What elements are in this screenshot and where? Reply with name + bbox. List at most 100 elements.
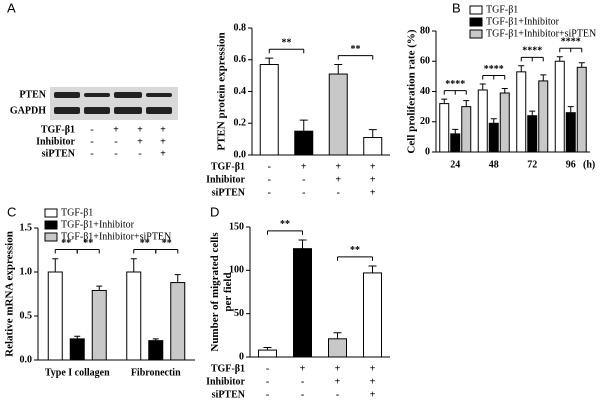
treatment-sign: + bbox=[160, 148, 166, 159]
legend-label: TGF-β1+Inhibitor bbox=[61, 219, 135, 230]
treatment-sign: - bbox=[114, 136, 117, 147]
x-tick-label: Type I collagen bbox=[45, 367, 110, 378]
treatment-sign: - bbox=[301, 376, 304, 387]
error-bar bbox=[333, 332, 342, 339]
panel-letter: C bbox=[7, 204, 16, 219]
legend-swatch bbox=[469, 5, 483, 15]
bar bbox=[565, 112, 576, 153]
significance-bracket bbox=[482, 74, 506, 80]
error-bar bbox=[479, 83, 486, 90]
treatment-sign: - bbox=[302, 174, 305, 185]
error-bar bbox=[74, 335, 81, 339]
bar bbox=[488, 122, 499, 153]
legend-swatch bbox=[44, 208, 58, 218]
y-tick-label: 1.0 bbox=[20, 266, 33, 277]
significance-bracket bbox=[337, 256, 373, 261]
significance-bracket bbox=[155, 249, 179, 254]
legend-label: TGF-β1+Inhibitor+siPTEN bbox=[486, 28, 596, 39]
bar bbox=[527, 115, 538, 153]
treatment-label: siPTEN bbox=[212, 389, 246, 400]
bar bbox=[516, 71, 527, 153]
error-bar bbox=[529, 110, 536, 116]
treatment-sign: + bbox=[335, 161, 341, 172]
y-tick-label: 0 bbox=[425, 146, 430, 157]
bar bbox=[148, 340, 164, 361]
significance-label: ** bbox=[61, 238, 71, 249]
bar bbox=[328, 338, 347, 358]
treatment-sign: - bbox=[337, 187, 340, 198]
treatment-sign: + bbox=[160, 136, 166, 147]
error-bar bbox=[368, 129, 377, 138]
error-bar bbox=[265, 57, 274, 65]
significance-label: **** bbox=[484, 64, 504, 75]
bar bbox=[439, 103, 450, 153]
treatment-sign: + bbox=[370, 376, 376, 387]
treatment-sign: - bbox=[266, 376, 269, 387]
y-tick-label: 0.8 bbox=[234, 22, 247, 33]
y-axis-label: Cell proliferation rate (%) bbox=[406, 29, 418, 153]
treatment-sign: + bbox=[370, 174, 376, 185]
treatment-label: siPTEN bbox=[212, 187, 246, 198]
legend-swatch bbox=[44, 232, 58, 242]
significance-bracket bbox=[267, 230, 303, 235]
blot-background bbox=[50, 87, 178, 120]
significance-bracket bbox=[520, 56, 544, 62]
y-axis-label: per field bbox=[222, 272, 234, 311]
treatment-sign: - bbox=[266, 363, 269, 374]
bar bbox=[47, 271, 63, 361]
y-tick-label: 100 bbox=[229, 265, 244, 276]
treatment-sign: - bbox=[90, 148, 93, 159]
significance-bracket bbox=[76, 249, 100, 254]
bar bbox=[499, 92, 510, 153]
significance-label: ** bbox=[162, 238, 172, 249]
error-bar bbox=[96, 285, 103, 291]
legend-swatch bbox=[44, 220, 58, 230]
treatment-label: Inhibitor bbox=[206, 376, 245, 387]
treatment-sign: + bbox=[370, 161, 376, 172]
significance-label: ** bbox=[350, 245, 360, 256]
bar bbox=[461, 106, 472, 153]
y-axis-label: Relative mRNA expression bbox=[4, 231, 16, 357]
treatment-sign: - bbox=[336, 389, 339, 400]
bar bbox=[363, 272, 382, 358]
significance-bracket bbox=[443, 90, 467, 95]
panel-letter: B bbox=[452, 0, 461, 15]
treatment-sign: + bbox=[137, 124, 143, 135]
error-bar bbox=[130, 258, 137, 272]
bar bbox=[259, 64, 279, 156]
treatment-sign: + bbox=[137, 136, 143, 147]
treatment-label: Inhibitor bbox=[206, 174, 245, 185]
y-tick-label: 0.2 bbox=[234, 118, 247, 129]
error-bar bbox=[567, 106, 574, 113]
treatment-sign: - bbox=[302, 187, 305, 198]
error-bar bbox=[540, 74, 547, 81]
bar bbox=[538, 80, 549, 153]
bar bbox=[554, 60, 565, 153]
y-tick-label: 1.5 bbox=[20, 222, 33, 233]
y-tick-label: 0.6 bbox=[234, 54, 247, 65]
y-tick-label: 0.0 bbox=[234, 149, 247, 160]
error-bar bbox=[518, 65, 525, 72]
y-tick-label: 50 bbox=[234, 308, 244, 319]
significance-bracket bbox=[268, 48, 305, 54]
treatment-sign: + bbox=[370, 363, 376, 374]
treatment-sign: - bbox=[301, 389, 304, 400]
y-axis-label: Number of migrated cells bbox=[209, 232, 221, 352]
error-bar bbox=[578, 62, 585, 68]
treatment-label: Inhibitor bbox=[36, 136, 75, 147]
error-bar bbox=[556, 56, 563, 62]
x-tick-label: 24 bbox=[450, 159, 460, 170]
significance-label: ** bbox=[282, 38, 292, 49]
bar bbox=[258, 349, 277, 358]
error-bar bbox=[299, 119, 308, 132]
significance-label: **** bbox=[561, 37, 581, 48]
treatment-sign: + bbox=[113, 124, 119, 135]
error-bar bbox=[441, 98, 448, 104]
bar bbox=[363, 137, 383, 156]
legend-label: TGF-β1 bbox=[486, 4, 518, 15]
bar bbox=[126, 271, 142, 361]
error-bar bbox=[501, 87, 508, 94]
y-tick-label: 60 bbox=[420, 56, 430, 67]
treatment-label: siPTEN bbox=[42, 148, 76, 159]
y-tick-label: 0.5 bbox=[20, 310, 33, 321]
